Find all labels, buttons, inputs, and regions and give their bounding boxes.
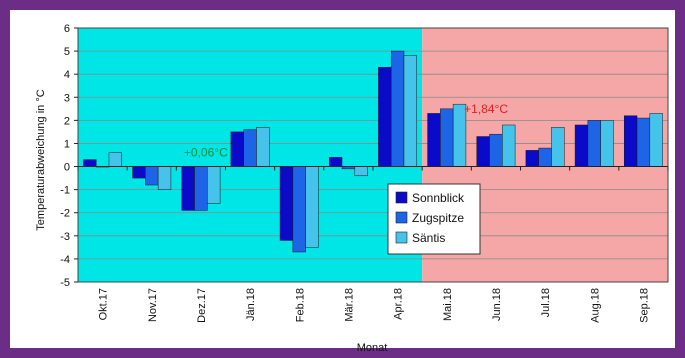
bar-sonnblick-1 <box>132 166 146 179</box>
bar-säntis-10 <box>600 120 614 167</box>
bar-sonnblick-7 <box>427 113 441 167</box>
axes <box>74 27 669 283</box>
x-tick-label: Feb.18 <box>294 288 306 322</box>
bar-säntis-4 <box>305 166 319 248</box>
x-tick-label: Jun.18 <box>491 288 503 321</box>
x-tick-label: Sep.18 <box>638 288 650 323</box>
legend-swatch-sonnblick <box>395 191 408 204</box>
legend-label-säntis: Säntis <box>412 231 445 245</box>
y-tick-label: 2 <box>64 115 70 127</box>
bar-sonnblick-9 <box>525 150 539 167</box>
y-tick-label: 1 <box>64 138 70 150</box>
bar-sonnblick-5 <box>328 157 343 167</box>
bar-säntis-1 <box>157 166 172 190</box>
y-tick-label: 3 <box>64 92 70 104</box>
bar-zugspitze-6 <box>390 50 405 167</box>
bar-sonnblick-4 <box>279 166 294 241</box>
y-tick-label: -3 <box>60 231 70 243</box>
plot-border <box>77 27 669 283</box>
y-tick-label: -1 <box>60 185 70 197</box>
legend: Sonnblick Zugspitze Säntis <box>387 183 481 255</box>
bar-säntis-9 <box>551 127 565 167</box>
y-tick-label: -2 <box>60 208 70 220</box>
x-tick-label: Mai.18 <box>442 288 454 321</box>
bar-sonnblick-6 <box>378 67 392 167</box>
y-tick-label: 6 <box>64 23 70 35</box>
x-tick-label: Jul.18 <box>540 288 552 317</box>
period-label-0: +0,06°C <box>184 146 228 160</box>
bar-säntis-0 <box>108 152 123 167</box>
bar-zugspitze-4 <box>292 166 306 253</box>
x-axis-label: Monat <box>357 342 388 354</box>
bar-sonnblick-11 <box>623 115 638 167</box>
x-tick-label: Okt.17 <box>98 288 110 320</box>
y-tick-labels: -5 -4 -3 -2 -1 0 1 2 3 4 5 6 <box>60 23 70 289</box>
y-tick-label: -5 <box>60 277 70 289</box>
legend-swatch-säntis <box>395 231 408 244</box>
y-tick-label: 5 <box>64 46 70 58</box>
bar-zugspitze-8 <box>489 133 503 167</box>
bar-sonnblick-8 <box>476 136 490 167</box>
bar-säntis-5 <box>354 166 368 177</box>
y-tick-label: 4 <box>64 69 70 81</box>
legend-label-zugspitze: Zugspitze <box>412 211 464 225</box>
grid-lines <box>78 27 668 283</box>
bar-zugspitze-1 <box>145 166 159 186</box>
y-tick-label: -4 <box>60 254 70 266</box>
y-axis-label: Temperaturabweichung in °C <box>35 89 47 230</box>
x-tick-label: Dez.17 <box>196 288 208 323</box>
bar-säntis-8 <box>502 124 516 167</box>
x-tick-label: Aug.18 <box>589 288 601 323</box>
legend-label-sonnblick: Sonnblick <box>412 191 465 205</box>
bar-zugspitze-10 <box>587 120 601 167</box>
x-tick-label: Nov.17 <box>147 288 159 322</box>
period-label-1: +1,84°C <box>464 102 508 116</box>
bar-säntis-11 <box>649 113 663 167</box>
bar-zugspitze-7 <box>440 108 454 167</box>
bar-säntis-3 <box>256 127 270 167</box>
y-tick-label: 0 <box>64 162 70 174</box>
bar-sonnblick-10 <box>574 124 589 167</box>
bar-sonnblick-0 <box>83 159 97 167</box>
bar-säntis-2 <box>207 166 221 204</box>
bar-zugspitze-2 <box>194 166 208 211</box>
bar-zugspitze-9 <box>538 147 552 167</box>
bar-zugspitze-11 <box>636 117 651 167</box>
x-tick-label: Mär.18 <box>343 288 355 322</box>
x-tick-label: Apr.18 <box>393 288 405 320</box>
bar-sonnblick-2 <box>181 166 195 211</box>
legend-swatch-zugspitze <box>395 211 408 224</box>
bar-säntis-6 <box>403 55 418 167</box>
period-labels: +0,06°C +1,84°C <box>184 102 508 160</box>
bar-zugspitze-3 <box>243 129 257 167</box>
bar-sonnblick-3 <box>230 131 244 167</box>
x-tick-labels: Okt.17 Nov.17 Dez.17 Jän.18 Feb.18 Mär.18 Apr.… <box>98 288 651 323</box>
x-tick-label: Jän.18 <box>245 288 257 321</box>
